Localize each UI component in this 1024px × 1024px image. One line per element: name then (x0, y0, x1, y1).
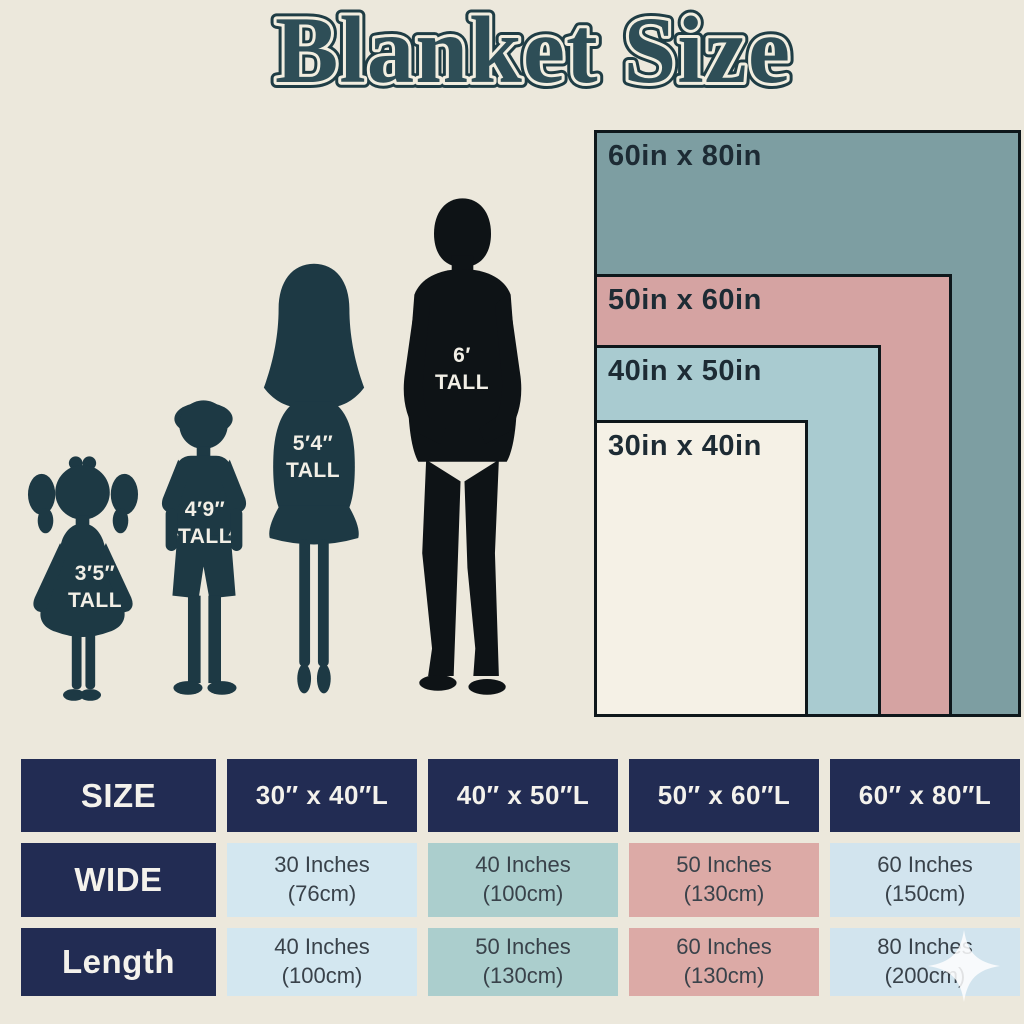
girl-tall-text: TALL (67, 589, 123, 613)
wide-50-inches: 50 Inches (676, 852, 772, 878)
table-cell-length-80: 80 Inches (200cm) (830, 928, 1020, 996)
table-cell-wide-30: 30 Inches (76cm) (227, 843, 417, 917)
wide-30-cm: (76cm) (287, 881, 357, 906)
size-comparison-table: SIZE 30″ x 40″L 40″ x 50″L 50″ x 60″L 60… (21, 759, 1020, 996)
table-cell-length-60: 60 Inches (130cm) (629, 928, 819, 996)
table-row-label-wide: WIDE (21, 843, 216, 917)
page-title-text: Blanket Size (275, 0, 791, 103)
blanket-rect-30x40-label: 30in x 40in (608, 430, 762, 462)
table-cell-length-50: 50 Inches (130cm) (428, 928, 618, 996)
woman-height-value: 5′4″ (292, 432, 334, 455)
man-tall-text: TALL (434, 371, 490, 395)
length-40-cm: (100cm) (281, 963, 363, 988)
blanket-rect-40x50-label: 40in x 50in (608, 355, 762, 387)
length-40-inches: 40 Inches (274, 934, 370, 960)
woman-height-label: 5′4″ TALL (258, 430, 368, 485)
length-50-cm: (130cm) (482, 963, 564, 988)
table-header-size: SIZE (21, 759, 216, 832)
table-cell-wide-60: 60 Inches (150cm) (830, 843, 1020, 917)
wide-60-cm: (150cm) (884, 881, 966, 906)
woman-tall-text: TALL (285, 459, 341, 483)
woman-silhouette-icon (263, 263, 365, 694)
length-60-inches: 60 Inches (676, 934, 772, 960)
table-row-label-length: Length (21, 928, 216, 996)
table-header-30x40: 30″ x 40″L (227, 759, 417, 832)
blanket-rect-60x80-label: 60in x 80in (608, 140, 762, 172)
wide-40-inches: 40 Inches (475, 852, 571, 878)
table-cell-wide-50: 50 Inches (130cm) (629, 843, 819, 917)
wide-40-cm: (100cm) (482, 881, 564, 906)
page-title-stroke: Blanket Size (275, 0, 791, 103)
wide-50-cm: (130cm) (683, 881, 765, 906)
page-title: Blanket Size Blanket Size Blanket Size (269, 0, 796, 109)
wide-30-inches: 30 Inches (274, 852, 370, 878)
page-title-outline: Blanket Size (275, 0, 791, 103)
table-header-40x50: 40″ x 50″L (428, 759, 618, 832)
girl-silhouette-icon (27, 456, 139, 701)
boy-tall-text: TALL (177, 525, 233, 549)
wide-60-inches: 60 Inches (877, 852, 973, 878)
length-50-inches: 50 Inches (475, 934, 571, 960)
blanket-rect-50x60-label: 50in x 60in (608, 284, 762, 316)
table-header-60x80: 60″ x 80″L (830, 759, 1020, 832)
boy-silhouette-icon (161, 400, 247, 695)
man-height-label: 6′ TALL (407, 342, 517, 397)
length-60-cm: (130cm) (683, 963, 765, 988)
table-cell-length-40: 40 Inches (100cm) (227, 928, 417, 996)
man-height-value: 6′ (453, 344, 471, 367)
girl-height-value: 3′5″ (74, 562, 116, 585)
table-cell-wide-40: 40 Inches (100cm) (428, 843, 618, 917)
table-header-50x60: 50″ x 60″L (629, 759, 819, 832)
boy-height-value: 4′9″ (184, 498, 226, 521)
sparkle-icon (928, 930, 1000, 1002)
boy-height-label: 4′9″ TALL (150, 496, 260, 551)
girl-height-label: 3′5″ TALL (40, 560, 150, 615)
man-silhouette-icon (403, 198, 522, 695)
blanket-rect-30x40: 30in x 40in (594, 420, 808, 717)
